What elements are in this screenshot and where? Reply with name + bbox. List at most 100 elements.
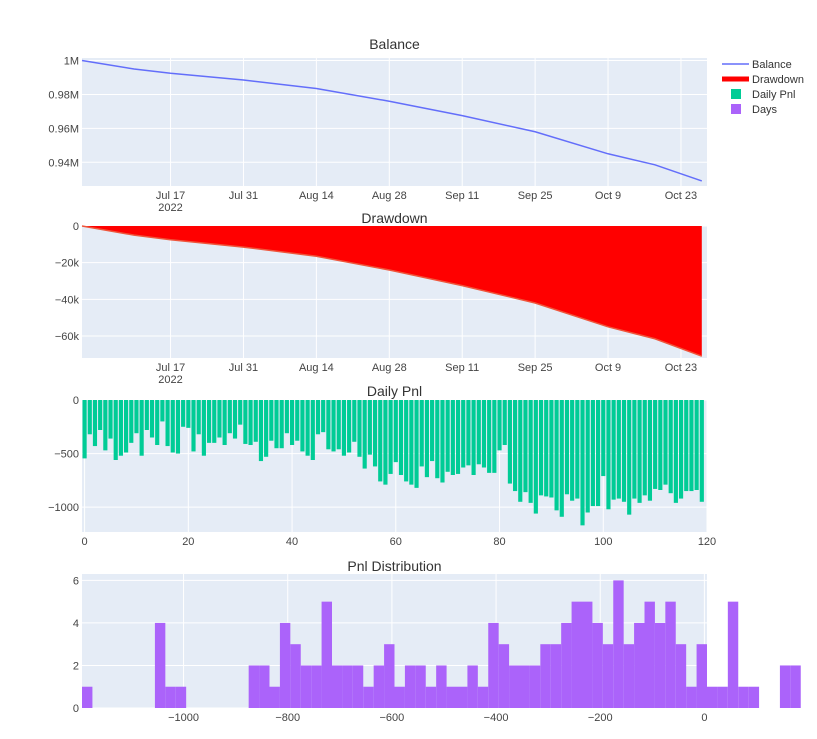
histogram-bar [540,644,551,708]
y-tick-label: 0.96M [48,123,79,135]
histogram-bar [352,665,364,708]
x-tick-label: Oct 23 [665,362,697,374]
histogram-bar [82,686,93,708]
daily-pnl-bar [606,400,611,510]
legend-item[interactable]: Balance [722,59,792,71]
daily-pnl-bar [461,400,466,468]
histogram-bar [415,665,426,708]
daily-pnl-bar [284,400,289,434]
daily-pnl-bar [149,400,155,438]
histogram-bar [665,601,676,708]
x-tick-label: 0 [701,712,707,724]
histogram-bar [644,601,655,708]
daily-pnl-bar [103,400,108,451]
daily-pnl-bar [253,400,258,442]
histogram-bar [748,686,760,708]
drawdown-line [81,225,703,357]
daily-pnl-bar [507,400,512,484]
y-tick-label: 1M [64,56,79,68]
daily-pnl-bar [175,400,181,454]
daily-pnl-bar [155,400,160,445]
x-tick-label: Sep 25 [518,190,553,202]
daily-pnl-bar [367,400,372,455]
daily-pnl-bar [518,400,523,502]
histogram-bar [623,644,635,708]
daily-pnl-bar [315,400,321,435]
daily-pnl-bar [590,400,595,507]
daily-pnl-bar [264,400,269,457]
daily-pnl-bar [616,400,621,499]
daily-pnl-bar [653,400,658,489]
daily-pnl-bar [627,400,632,515]
daily-pnl-bar [549,400,554,498]
x-tick-label: Oct 23 [665,190,697,202]
daily-pnl-bar [523,400,528,493]
legend-label: Days [752,104,778,116]
histogram-bar [321,601,332,708]
daily-pnl-bar [663,400,668,485]
daily-pnl-bar [82,400,87,459]
legend-label: Daily Pnl [752,89,795,101]
daily-pnl-bar [684,400,689,492]
histogram-bar [707,686,718,708]
daily-pnl-bar [336,400,341,450]
y-tick-label: −40k [55,294,80,306]
legend-item[interactable]: Drawdown [722,74,804,86]
histogram-bar [582,601,593,708]
daily-pnl-bar [450,400,455,475]
daily-pnl-bar [585,400,590,513]
daily-pnl-bar [118,400,123,456]
y-tick-label: 0 [73,221,79,233]
x-tick-label: Jul 31 [229,190,258,202]
x-tick-label: 40 [286,536,298,548]
histogram-bar [561,622,572,708]
histogram-bar [436,665,447,708]
daily-pnl-bar [124,400,129,453]
daily-pnl-bar [492,400,497,473]
daily-pnl-bar [129,400,134,443]
daily-pnl-bar [186,400,191,428]
x-tick-label: Sep 25 [518,362,553,374]
daily-pnl-bar [92,400,98,447]
daily-pnl-bar [487,400,492,473]
balance-line [81,59,703,182]
daily-pnl-bar [554,400,559,511]
daily-pnl-bar [398,400,404,475]
x-tick-label: 120 [698,536,716,548]
y-tick-label: −1000 [48,502,79,514]
daily-pnl-bar [222,400,227,445]
daily-pnl-bar [388,400,393,474]
histogram-bar [592,622,603,708]
histogram-bar [394,686,405,708]
histogram-bar [550,644,562,708]
histogram-bar [686,686,697,708]
daily-pnl-bar [274,400,279,449]
daily-pnl-bar [108,400,113,439]
x-tick-label: Oct 9 [595,362,621,374]
histogram-bar [717,686,728,708]
daily-pnl-bar [372,400,378,467]
y-tick-label: 2 [73,660,79,672]
histogram-bar [259,665,270,708]
daily-pnl-bar [362,400,367,469]
daily-pnl-bar [170,400,175,453]
histogram-bar [779,665,791,708]
legend-item[interactable]: Days [731,104,778,116]
daily-pnl-bar [678,400,684,499]
legend-label: Drawdown [752,74,804,86]
y-tick-label: −500 [54,449,79,461]
daily-pnl-bar [481,400,487,468]
daily-pnl-bar [300,400,305,452]
daily-pnl-bar [440,400,445,483]
daily-pnl-bar [533,400,538,514]
histogram-bar [311,665,322,708]
daily-pnl-bar [331,400,336,452]
daily-pnl-bar [466,400,471,466]
daily-pnl-bar [113,400,118,460]
x-tick-label: Jul 17 [156,190,185,202]
histogram-bar [498,644,510,708]
histogram-bar [342,665,353,708]
daily-pnl-bar [471,400,476,475]
legend-item[interactable]: Daily Pnl [731,89,795,101]
x-tick-label: Sep 11 [445,190,479,202]
